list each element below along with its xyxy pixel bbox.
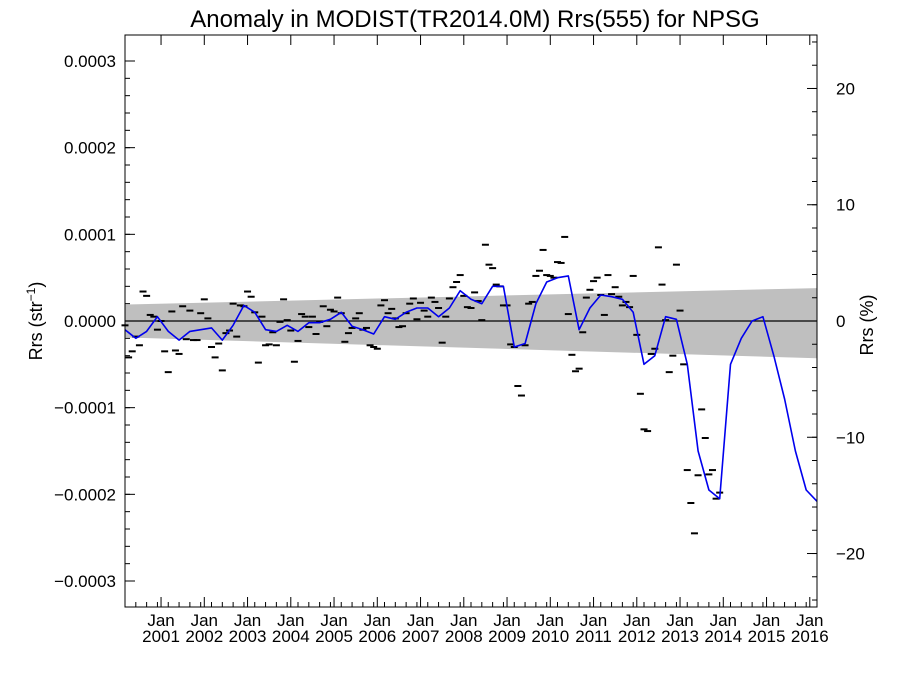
- x-tick-year-label: 2004: [272, 627, 310, 646]
- x-tick-year-label: 2001: [142, 627, 180, 646]
- x-tick-month-label: Jan: [320, 611, 347, 630]
- smoothed-line-path: [124, 275, 818, 502]
- x-tick-month-label: Jan: [191, 611, 218, 630]
- y-right-tick-label: −10: [836, 428, 865, 447]
- x-tick-year-label: 2003: [229, 627, 267, 646]
- x-tick-month-label: Jan: [623, 611, 650, 630]
- x-tick-year-label: 2013: [661, 627, 699, 646]
- y-left-tick-label: 0.0001: [64, 225, 116, 244]
- x-tick-month-label: Jan: [580, 611, 607, 630]
- y-axis-left-label: Rrs (str−1): [24, 282, 46, 361]
- y-left-tick-label: −0.0001: [54, 399, 116, 418]
- x-tick-year-label: 2006: [358, 627, 396, 646]
- x-tick-year-label: 2016: [791, 627, 829, 646]
- x-tick-year-label: 2007: [402, 627, 440, 646]
- monthly-anomaly-markers: [121, 235, 724, 535]
- x-tick-month-label: Jan: [364, 611, 391, 630]
- x-tick-month-label: Jan: [753, 611, 780, 630]
- x-tick-year-label: 2008: [445, 627, 483, 646]
- y-right-tick-label: −20: [836, 545, 865, 564]
- y-left-tick-label: −0.0002: [54, 485, 116, 504]
- y-axis-left-label-sup: −1: [24, 287, 38, 301]
- y-left-tick-label: 0.0000: [64, 312, 116, 331]
- x-tick-month-label: Jan: [537, 611, 564, 630]
- x-tick-year-label: 2012: [618, 627, 656, 646]
- x-tick-month-label: Jan: [493, 611, 520, 630]
- x-tick-month-label: Jan: [407, 611, 434, 630]
- x-tick-month-label: Jan: [277, 611, 304, 630]
- y-axis-left-ticks: 0.0003 0.0002 0.0001 0.0000 −0.0001 −0.0002 −0…: [54, 52, 135, 591]
- y-right-tick-label: 0: [836, 312, 845, 331]
- x-tick-month-label: Jan: [710, 611, 737, 630]
- y-axis-left-label-text: Rrs (str: [26, 301, 46, 360]
- x-tick-year-label: 2010: [531, 627, 569, 646]
- x-tick-year-label: 2005: [315, 627, 353, 646]
- x-tick-year-label: 2009: [488, 627, 526, 646]
- x-tick-year-label: 2002: [185, 627, 223, 646]
- x-tick-year-label: 2014: [704, 627, 742, 646]
- x-tick-month-label: Jan: [796, 611, 823, 630]
- x-tick-year-label: 2015: [748, 627, 786, 646]
- chart-title: Anomaly in MODIST(TR2014.0M) Rrs(555) fo…: [190, 6, 759, 33]
- x-tick-month-label: Jan: [234, 611, 261, 630]
- smoothed-anomaly-line: [124, 275, 818, 502]
- y-left-tick-label: −0.0003: [54, 572, 116, 591]
- y-axis-right-ticks: 20 10 0 −10 −20: [807, 41, 865, 601]
- y-left-tick-label: 0.0003: [64, 52, 116, 71]
- y-axis-right-label: Rrs (%): [857, 295, 877, 356]
- x-tick-month-label: Jan: [147, 611, 174, 630]
- y-right-tick-label: 10: [836, 196, 855, 215]
- y-right-tick-label: 20: [836, 79, 855, 98]
- x-tick-month-label: Jan: [666, 611, 693, 630]
- x-tick-month-label: Jan: [450, 611, 477, 630]
- x-axis-ticks: Jan2001Jan2002Jan2003Jan2004Jan2005Jan20…: [124, 35, 829, 646]
- x-tick-year-label: 2011: [575, 627, 612, 646]
- y-axis-left-label-close: ): [26, 282, 46, 288]
- y-left-tick-label: 0.0002: [64, 139, 116, 158]
